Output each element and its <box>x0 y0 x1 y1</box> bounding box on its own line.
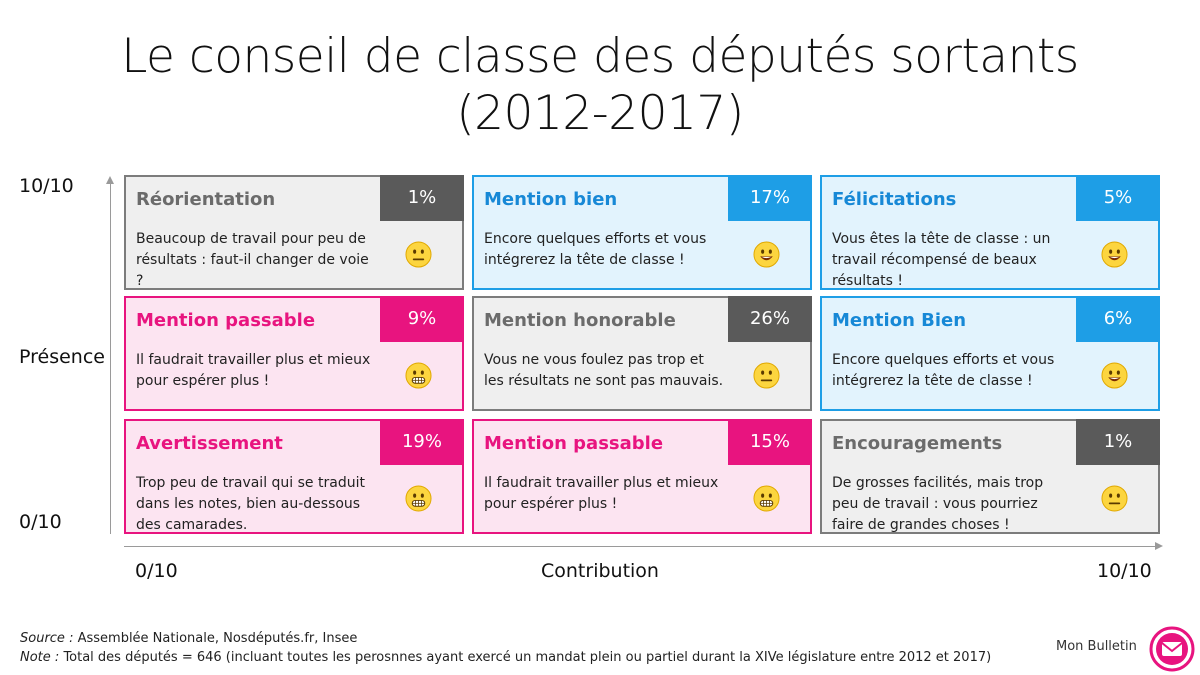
grade-name: Avertissement <box>136 433 283 454</box>
percentage-badge: 1% <box>380 175 464 221</box>
x-axis-arrow-icon <box>1155 542 1163 550</box>
grade-cell: Encouragements 1% De grosses facilités, ma… <box>820 419 1160 534</box>
smiling-face-icon <box>1101 362 1128 389</box>
y-axis-title: Présence <box>19 346 105 368</box>
grade-name: Mention passable <box>484 433 664 454</box>
grade-name: Réorientation <box>136 189 276 210</box>
total-note: Note : Total des députés = 646 (incluant… <box>20 650 991 665</box>
neutral-face-icon <box>1101 485 1128 512</box>
y-axis-top-label: 10/10 <box>19 175 74 197</box>
grade-description: Il faudrait travailler plus et mieux pou… <box>484 475 719 512</box>
grade-cell: Mention honorable 26% Vous ne vous foulez … <box>472 296 812 411</box>
grade-cell: Réorientation 1% Beaucoup de travail pour … <box>124 175 464 290</box>
title-line-2: (2012-2017) <box>456 86 744 141</box>
grade-name: Encouragements <box>832 433 1003 454</box>
grade-cell: Avertissement 19% Trop peu de travail qui … <box>124 419 464 534</box>
y-axis-line <box>110 182 111 534</box>
source-text: Assemblée Nationale, Nosdéputés.fr, Inse… <box>77 631 358 646</box>
x-axis-line <box>124 546 1156 547</box>
grimacing-face-icon <box>405 485 432 512</box>
grade-description: Vous ne vous foulez pas trop et les résu… <box>484 352 724 389</box>
y-axis-arrow-icon <box>106 176 114 184</box>
grade-name: Mention honorable <box>484 310 676 331</box>
grade-cell: Mention bien 17% Encore quelques efforts e… <box>472 175 812 290</box>
grade-description: De grosses facilités, mais trop peu de t… <box>832 475 1044 533</box>
grade-cell: Mention passable 9% Il faudrait travailler… <box>124 296 464 411</box>
grade-cell: Félicitations 5% Vous êtes la tête de clas… <box>820 175 1160 290</box>
brand-name: Mon Bulletin <box>1056 639 1137 654</box>
grade-description: Encore quelques efforts et vous intégrer… <box>484 231 707 268</box>
grade-cell: Mention passable 15% Il faudrait travaille… <box>472 419 812 534</box>
percentage-badge: 17% <box>728 175 812 221</box>
y-axis-bottom-label: 0/10 <box>19 511 62 533</box>
grade-name: Mention bien <box>484 189 618 210</box>
smiling-face-icon <box>1101 241 1128 268</box>
neutral-face-icon <box>405 241 432 268</box>
grade-description: Encore quelques efforts et vous intégrer… <box>832 352 1055 389</box>
x-axis-right-label: 10/10 <box>1097 560 1152 582</box>
x-axis-left-label: 0/10 <box>135 560 178 582</box>
x-axis-title: Contribution <box>541 560 659 582</box>
percentage-badge: 1% <box>1076 419 1160 465</box>
neutral-face-icon <box>753 362 780 389</box>
grimacing-face-icon <box>405 362 432 389</box>
source-note: Source : Assemblée Nationale, Nosdéputés… <box>20 631 357 646</box>
source-label: Source : <box>20 631 74 646</box>
percentage-badge: 5% <box>1076 175 1160 221</box>
grade-description: Beaucoup de travail pour peu de résultat… <box>136 231 369 289</box>
percentage-badge: 19% <box>380 419 464 465</box>
title-line-1: Le conseil de classe des députés sortant… <box>121 29 1079 84</box>
percentage-badge: 26% <box>728 296 812 342</box>
percentage-badge: 15% <box>728 419 812 465</box>
grade-description: Vous êtes la tête de classe : un travail… <box>832 231 1051 289</box>
grade-name: Mention Bien <box>832 310 967 331</box>
grade-description: Il faudrait travailler plus et mieux pou… <box>136 352 371 389</box>
note-text: Total des députés = 646 (incluant toutes… <box>63 650 992 665</box>
mail-logo-icon <box>1149 626 1195 672</box>
smiling-face-icon <box>753 241 780 268</box>
grimacing-face-icon <box>753 485 780 512</box>
note-label: Note : <box>20 650 60 665</box>
grade-name: Félicitations <box>832 189 957 210</box>
grade-cell: Mention Bien 6% Encore quelques efforts et… <box>820 296 1160 411</box>
grade-name: Mention passable <box>136 310 316 331</box>
percentage-badge: 9% <box>380 296 464 342</box>
page-title: Le conseil de classe des députés sortant… <box>0 28 1200 142</box>
grade-description: Trop peu de travail qui se traduit dans … <box>136 475 365 533</box>
percentage-badge: 6% <box>1076 296 1160 342</box>
